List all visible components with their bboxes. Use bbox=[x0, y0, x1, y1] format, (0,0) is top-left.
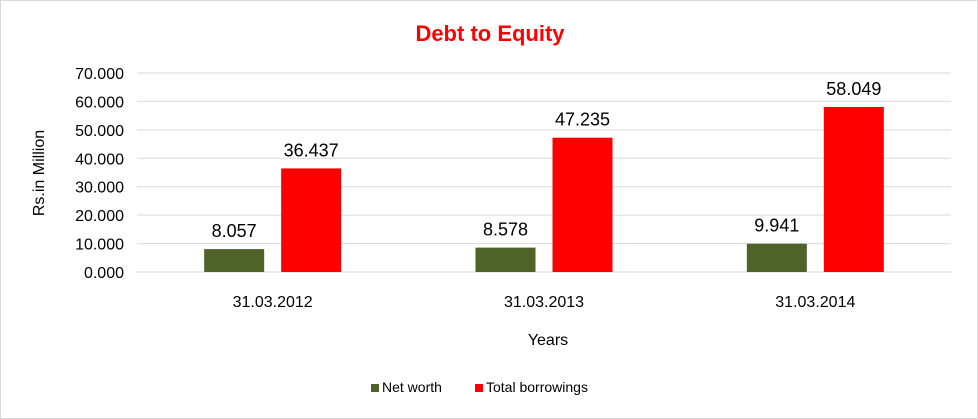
data-label: 8.578 bbox=[483, 220, 528, 240]
y-tick-label: 20.000 bbox=[75, 208, 124, 225]
data-label: 36.437 bbox=[284, 140, 339, 160]
y-tick-label: 70.000 bbox=[75, 66, 124, 83]
y-tick-label: 0.000 bbox=[84, 265, 124, 282]
bar-net-worth bbox=[475, 247, 536, 272]
legend-swatch bbox=[371, 384, 379, 392]
category-labels: 31.03.2012 31.03.2013 31.03.2014 bbox=[233, 294, 856, 311]
bars bbox=[204, 106, 884, 273]
legend-label: Net worth bbox=[382, 379, 442, 395]
bar-total-borrowings bbox=[823, 106, 884, 273]
data-label: 58.049 bbox=[826, 79, 881, 99]
data-label: 47.235 bbox=[555, 110, 610, 130]
y-axis-ticks: 0.000 10.000 20.000 30.000 40.000 50.000 60.00… bbox=[75, 66, 124, 282]
x-category-label: 31.03.2014 bbox=[775, 294, 855, 311]
legend-swatch bbox=[475, 384, 483, 392]
data-label: 9.941 bbox=[754, 216, 799, 236]
x-category-label: 31.03.2012 bbox=[233, 294, 313, 311]
x-axis-label: Years bbox=[528, 332, 568, 349]
y-tick-label: 30.000 bbox=[75, 180, 124, 197]
legend: Net worth Total borrowings bbox=[371, 379, 588, 395]
y-tick-label: 60.000 bbox=[75, 94, 124, 111]
bar-total-borrowings bbox=[552, 137, 613, 272]
legend-label: Total borrowings bbox=[486, 379, 588, 395]
bar-net-worth bbox=[204, 249, 265, 272]
y-tick-label: 50.000 bbox=[75, 123, 124, 140]
gridlines bbox=[137, 72, 951, 245]
bar-net-worth bbox=[746, 243, 807, 272]
chart-title: Debt to Equity bbox=[415, 21, 565, 46]
y-axis-label: Rs.in Million bbox=[31, 130, 48, 216]
y-tick-label: 40.000 bbox=[75, 151, 124, 168]
data-label: 8.057 bbox=[212, 221, 257, 241]
bar-total-borrowings bbox=[281, 168, 342, 272]
x-category-label: 31.03.2013 bbox=[504, 294, 584, 311]
data-labels: 8.057 36.437 8.578 47.235 9.941 58.049 bbox=[212, 79, 882, 241]
y-tick-label: 10.000 bbox=[75, 237, 124, 254]
